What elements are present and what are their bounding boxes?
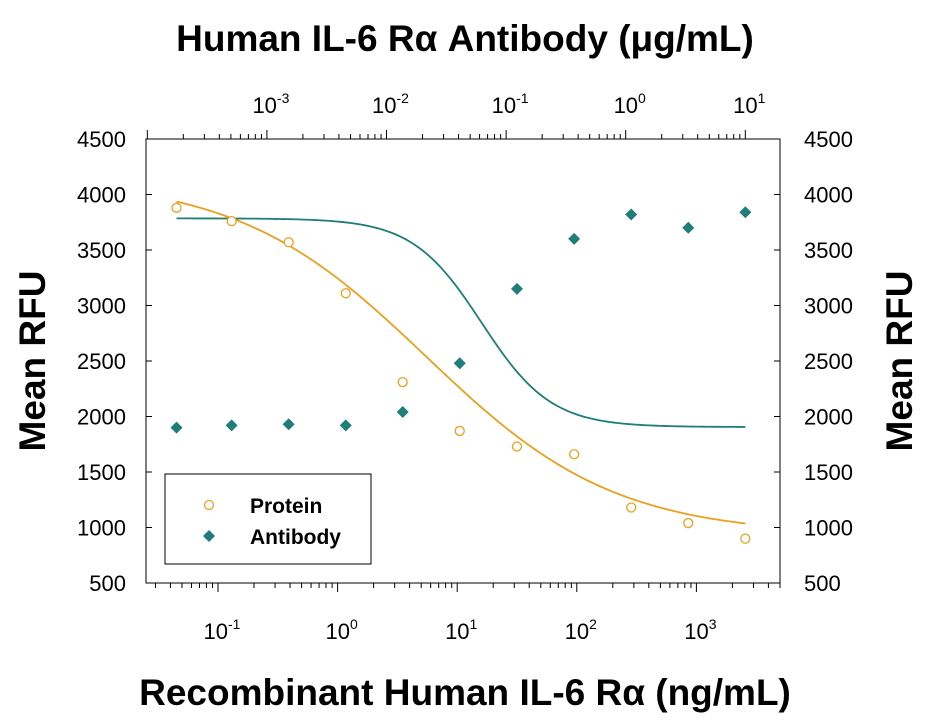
y-tick-label-left: 3500 bbox=[77, 238, 126, 263]
y-tick-label-left: 4500 bbox=[77, 127, 126, 152]
fit-curve-antibody bbox=[176, 217, 746, 428]
point-protein bbox=[340, 288, 351, 299]
point-protein bbox=[171, 202, 182, 213]
fit-curve-protein bbox=[176, 200, 746, 525]
x-axis-label: Recombinant Human IL-6 Rα (ng/mL) bbox=[139, 672, 791, 713]
point-antibody bbox=[625, 208, 638, 221]
x-tick-label-top: 10-1 bbox=[492, 90, 529, 118]
x-tick-label-bottom: 10-1 bbox=[204, 616, 241, 644]
point-antibody bbox=[568, 232, 581, 245]
x-tick-label-top: 101 bbox=[733, 90, 765, 118]
point-protein bbox=[397, 376, 408, 388]
y-tick-label-right: 1000 bbox=[804, 516, 853, 541]
y-tick-label-left: 3000 bbox=[77, 294, 126, 319]
x-tick-label-bottom: 100 bbox=[325, 616, 357, 644]
y-tick-label-right: 3500 bbox=[804, 238, 853, 263]
data-points bbox=[170, 202, 752, 544]
point-antibody bbox=[339, 419, 352, 432]
x-tick-label-bottom: 101 bbox=[445, 616, 477, 644]
point-antibody bbox=[739, 206, 752, 219]
point-protein bbox=[683, 517, 694, 529]
y-axis-label-left: Mean RFU bbox=[12, 271, 53, 452]
legend-marker-protein bbox=[203, 499, 215, 511]
point-protein bbox=[226, 215, 237, 227]
legend-label-antibody: Antibody bbox=[250, 526, 341, 549]
x-tick-label-bottom: 103 bbox=[684, 616, 716, 644]
legend-label-protein: Protein bbox=[250, 495, 322, 518]
x-tick-label-top: 10-3 bbox=[252, 90, 289, 118]
ticks-layer: 500 500 1000 1000 1500 1500 2000 2000 2500 2500 30… bbox=[77, 90, 853, 644]
y-tick-label-right: 4000 bbox=[804, 183, 853, 208]
y-tick-label-right: 2000 bbox=[804, 405, 853, 430]
y-tick-label-left: 2000 bbox=[77, 405, 126, 430]
point-antibody bbox=[225, 419, 238, 432]
point-protein bbox=[454, 425, 465, 437]
y-tick-label-left: 1000 bbox=[77, 516, 126, 541]
point-antibody bbox=[396, 406, 409, 419]
y-tick-label-right: 1500 bbox=[804, 460, 853, 485]
x-tick-label-top: 10-2 bbox=[372, 90, 409, 118]
fit-curves bbox=[176, 200, 746, 525]
y-tick-label-right: 500 bbox=[804, 571, 841, 596]
y-tick-label-left: 4000 bbox=[77, 183, 126, 208]
point-protein bbox=[568, 449, 580, 460]
point-protein bbox=[626, 502, 637, 513]
y-tick-label-right: 4500 bbox=[804, 127, 853, 152]
legend-box bbox=[164, 473, 372, 565]
x-tick-label-top: 100 bbox=[614, 90, 646, 118]
point-antibody bbox=[682, 221, 695, 234]
point-protein bbox=[740, 533, 751, 544]
point-antibody bbox=[453, 357, 466, 370]
y-tick-label-right: 3000 bbox=[804, 294, 853, 319]
legend-marker-antibody bbox=[203, 530, 215, 542]
y-tick-label-right: 2500 bbox=[804, 349, 853, 374]
point-antibody bbox=[282, 418, 295, 431]
x-tick-label-bottom: 102 bbox=[565, 616, 597, 644]
point-protein bbox=[511, 441, 523, 452]
legend: Protein Antibody bbox=[164, 473, 372, 565]
point-protein bbox=[283, 237, 294, 248]
point-antibody bbox=[170, 421, 183, 434]
chart-title: Human IL-6 Rα Antibody (μg/mL) bbox=[176, 18, 754, 59]
y-tick-label-left: 500 bbox=[89, 571, 126, 596]
point-antibody bbox=[510, 282, 523, 295]
y-tick-label-left: 2500 bbox=[77, 349, 126, 374]
y-tick-label-left: 1500 bbox=[77, 460, 126, 485]
y-axis-label-right: Mean RFU bbox=[879, 271, 920, 452]
